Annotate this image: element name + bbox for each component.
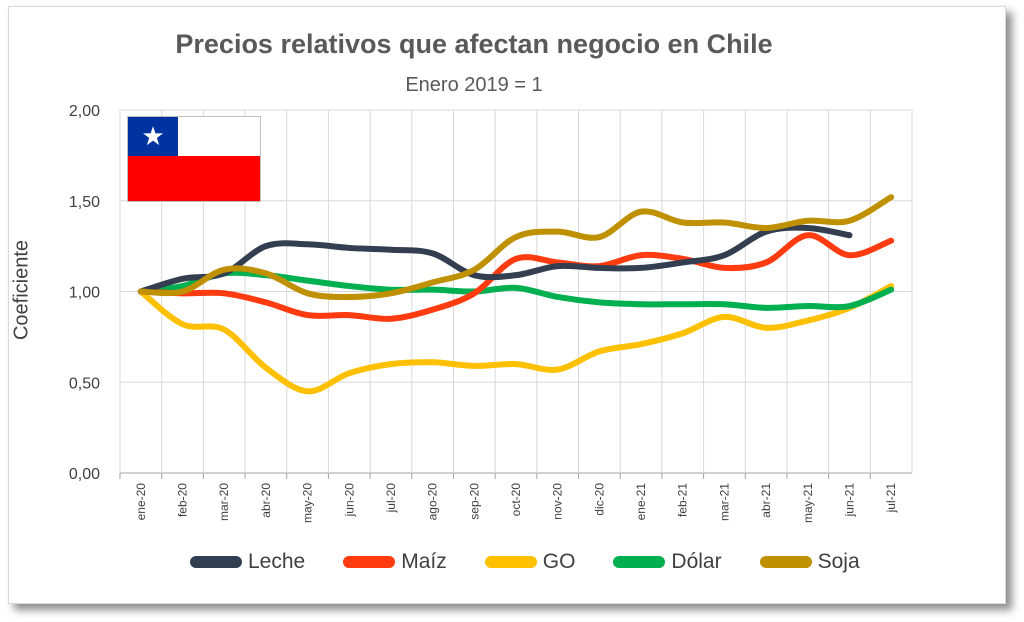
legend-item-soja: Soja bbox=[759, 550, 860, 574]
y-tick-label: 0,00 bbox=[69, 466, 100, 483]
y-tick-label: 2,00 bbox=[69, 103, 100, 120]
flag-red-band bbox=[128, 156, 260, 201]
x-tick-label: ago-20 bbox=[426, 483, 440, 521]
chart-subtitle: Enero 2019 = 1 bbox=[405, 74, 543, 96]
x-tick-label: jul-21 bbox=[884, 483, 898, 514]
x-tick-label: mar-20 bbox=[217, 483, 231, 521]
x-tick-label: may-20 bbox=[301, 483, 315, 523]
series-lines bbox=[137, 194, 895, 395]
flag-blue-canton bbox=[128, 117, 178, 156]
legend-item-go: GO bbox=[484, 550, 576, 574]
x-tick-label: sep-20 bbox=[467, 483, 481, 520]
legend-swatch bbox=[484, 556, 537, 568]
legend-swatch bbox=[613, 556, 666, 568]
series-line-go bbox=[137, 283, 895, 395]
legend-swatch bbox=[343, 556, 396, 568]
series-line-leche bbox=[137, 224, 853, 295]
x-tick-label: jun-21 bbox=[842, 483, 856, 518]
legend-label: Leche bbox=[248, 550, 306, 573]
x-tick-label: abr-21 bbox=[759, 483, 773, 518]
y-tick-label: 0,50 bbox=[69, 375, 100, 392]
legend-label: Dólar bbox=[671, 550, 722, 573]
flag-white-band bbox=[178, 117, 260, 156]
x-tick-label: nov-20 bbox=[551, 483, 565, 520]
legend-item-maiz: Maíz bbox=[343, 550, 447, 574]
legend-item-leche: Leche bbox=[190, 550, 305, 574]
star-icon: ★ bbox=[141, 121, 165, 151]
x-tick-label: dic-20 bbox=[592, 483, 606, 516]
y-tick-label: 1,00 bbox=[69, 285, 100, 302]
x-tick-label: abr-20 bbox=[259, 483, 273, 518]
x-tick-label: jun-20 bbox=[342, 483, 356, 518]
x-tick-label: may-21 bbox=[801, 483, 815, 523]
x-tick-label: jul-20 bbox=[384, 483, 398, 514]
legend-label: Soja bbox=[817, 550, 860, 573]
legend-swatch bbox=[190, 556, 242, 568]
x-tick-label: oct-20 bbox=[509, 483, 523, 517]
x-ticks: ene-20 feb-20 mar-20 abr-20 may-20 jun-20 jul-… bbox=[119, 473, 898, 523]
series-line-maiz bbox=[137, 232, 895, 322]
y-tick-label: 1,50 bbox=[69, 194, 100, 211]
chile-flag-icon: ★ bbox=[127, 116, 261, 202]
legend-label: Maíz bbox=[401, 550, 447, 573]
legend-item-dolar: Dólar bbox=[613, 550, 722, 574]
x-tick-label: feb-20 bbox=[176, 483, 190, 517]
x-tick-label: ene-20 bbox=[134, 483, 148, 521]
x-tick-label: ene-21 bbox=[634, 483, 648, 521]
legend-swatch bbox=[759, 556, 812, 568]
y-ticks: 0,00 0,50 1,00 1,50 2,00 bbox=[69, 103, 100, 483]
x-tick-label: feb-21 bbox=[676, 483, 690, 517]
legend: Leche Maíz GO Dólar Soja bbox=[190, 550, 898, 574]
legend-label: GO bbox=[542, 550, 576, 573]
chart-title: Precios relativos que afectan negocio en… bbox=[175, 29, 773, 59]
series-line-soja bbox=[137, 194, 895, 300]
x-tick-label: mar-21 bbox=[717, 483, 731, 521]
